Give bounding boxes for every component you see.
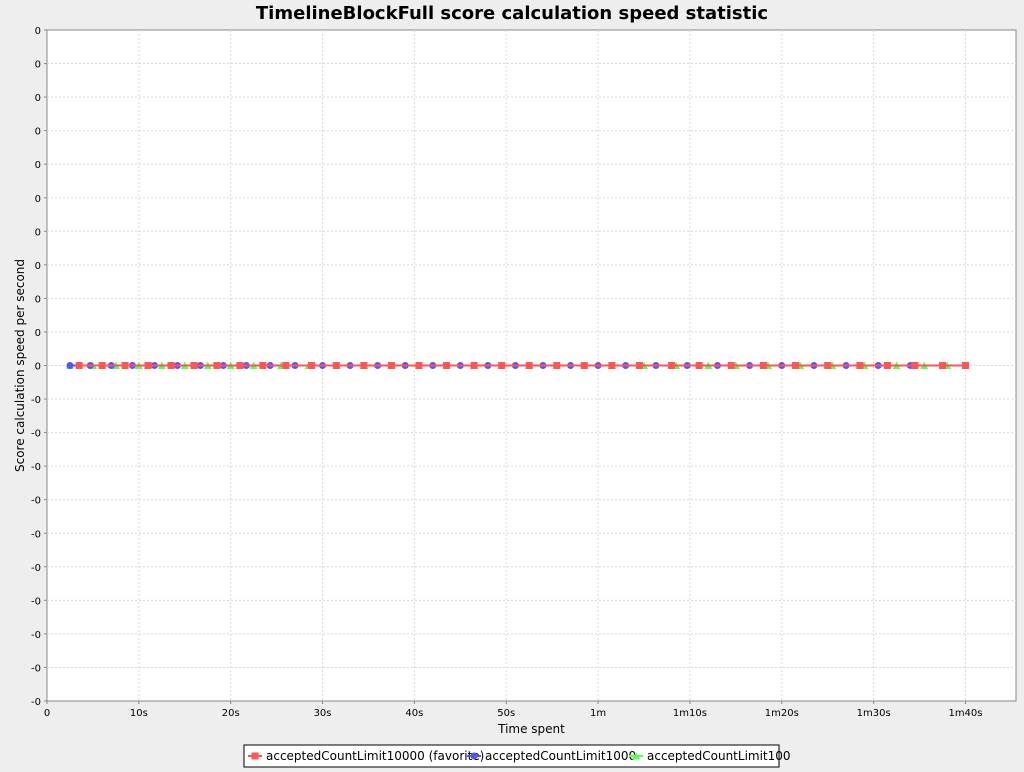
y-tick-label: 0 (35, 328, 41, 339)
y-tick-label: 0 (35, 261, 41, 272)
series-1-point (121, 362, 129, 369)
y-tick-label: -0 (31, 429, 41, 440)
y-tick-label: -0 (31, 697, 41, 708)
y-tick-label: 0 (35, 60, 41, 71)
series-1-point (525, 362, 533, 369)
series-1-point (190, 362, 198, 369)
series-1-point (939, 362, 947, 369)
legend-item-1-label: acceptedCountLimit10000 (favorite) (266, 749, 484, 763)
y-tick-label: -0 (31, 563, 41, 574)
series-1-point (635, 362, 643, 369)
x-tick-label: 30s (314, 708, 332, 719)
series-1-point (759, 362, 767, 369)
series-1-point (911, 362, 919, 369)
series-1-point (883, 362, 891, 369)
series-1-point (695, 362, 703, 369)
y-tick-label: 0 (35, 127, 41, 138)
x-tick-label: 1m30s (857, 708, 891, 719)
series-1-point (213, 362, 221, 369)
y-tick-label: 0 (35, 294, 41, 305)
y-tick-label: 0 (35, 227, 41, 238)
x-tick-label: 20s (222, 708, 240, 719)
series-1-point (332, 362, 340, 369)
series-1-point (553, 362, 561, 369)
series-1-point (167, 362, 175, 369)
series-1-point (498, 362, 506, 369)
x-tick-label: 10s (130, 708, 148, 719)
series-1-point (387, 362, 395, 369)
y-tick-label: -0 (31, 529, 41, 540)
series-1-point (608, 362, 616, 369)
x-axis-label: Time spent (497, 722, 565, 736)
x-tick-label: 1m20s (765, 708, 799, 719)
y-tick-label: 0 (35, 160, 41, 171)
series-1-point (470, 362, 478, 369)
legend-box (243, 744, 780, 768)
y-tick-label: -0 (31, 663, 41, 674)
y-tick-label: -0 (31, 596, 41, 607)
x-tick-label: 1m (590, 708, 606, 719)
series-1-point (824, 362, 832, 369)
series-1-point (792, 362, 800, 369)
series-1-point (856, 362, 864, 369)
x-tick-label: 40s (405, 708, 423, 719)
series-1-point (415, 362, 423, 369)
series-1-point (727, 362, 735, 369)
legend-item-3-label: acceptedCountLimit100 (647, 749, 791, 763)
series-1-point (144, 362, 152, 369)
y-tick-label: -0 (31, 630, 41, 641)
y-tick-label: -0 (31, 395, 41, 406)
x-tick-label: 1m10s (673, 708, 707, 719)
y-tick-label: 0 (35, 362, 41, 373)
series-1-point (282, 362, 290, 369)
series-2-point (66, 362, 74, 369)
x-tick-label: 1m40s (948, 708, 982, 719)
legend-item-2-label: acceptedCountLimit1000 (485, 749, 636, 763)
y-axis-label: Score calculation speed per second (13, 259, 27, 472)
series-1-point (308, 362, 316, 369)
x-tick-label: 0 (44, 708, 50, 719)
legend-items: acceptedCountLimit10000 (favorite) accept… (248, 749, 791, 763)
y-tick-label: -0 (31, 462, 41, 473)
series-1-point (98, 362, 106, 369)
y-tick-label: 0 (35, 93, 41, 104)
series-1-point (443, 362, 451, 369)
series-1-point (236, 362, 244, 369)
series-1-point (75, 362, 83, 369)
series-1-point (580, 362, 588, 369)
series-layer (65, 361, 969, 369)
legend-item-3-marker (632, 752, 640, 760)
series-1-point (360, 362, 368, 369)
x-tick-label: 50s (497, 708, 515, 719)
series-1-point (259, 362, 267, 369)
y-tick-label: 0 (35, 26, 41, 37)
series-1-point (961, 362, 969, 369)
series-1-point (668, 362, 676, 369)
legend-item-1-marker (251, 752, 259, 760)
legend-item-2-marker (470, 752, 478, 760)
chart-title: TimelineBlockFull score calculation spee… (256, 3, 768, 24)
y-tick-label: -0 (31, 496, 41, 507)
y-tick-label: 0 (35, 194, 41, 205)
legend: acceptedCountLimit10000 (favorite) accept… (243, 744, 791, 768)
